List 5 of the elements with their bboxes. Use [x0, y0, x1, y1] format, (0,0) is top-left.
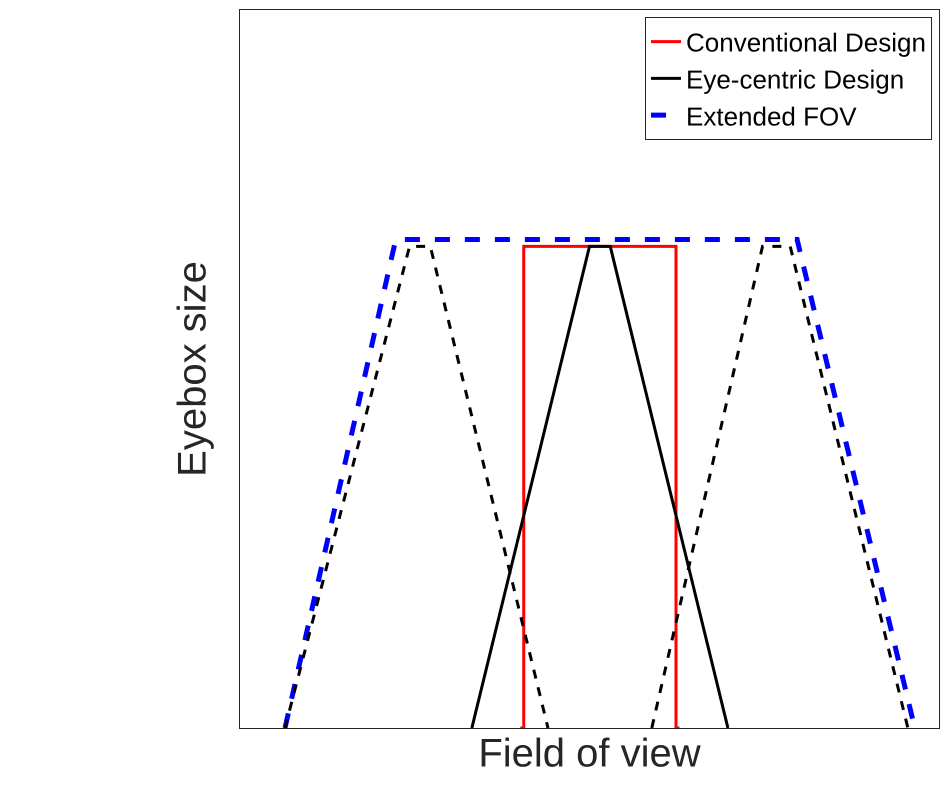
legend-label: Extended FOV [686, 101, 858, 132]
legend-label: Conventional Design [686, 28, 926, 58]
x-axis-title: Field of view [478, 732, 701, 776]
y-axis-title: Eyebox size [170, 261, 214, 477]
legend-label: Eye-centric Design [686, 64, 904, 95]
